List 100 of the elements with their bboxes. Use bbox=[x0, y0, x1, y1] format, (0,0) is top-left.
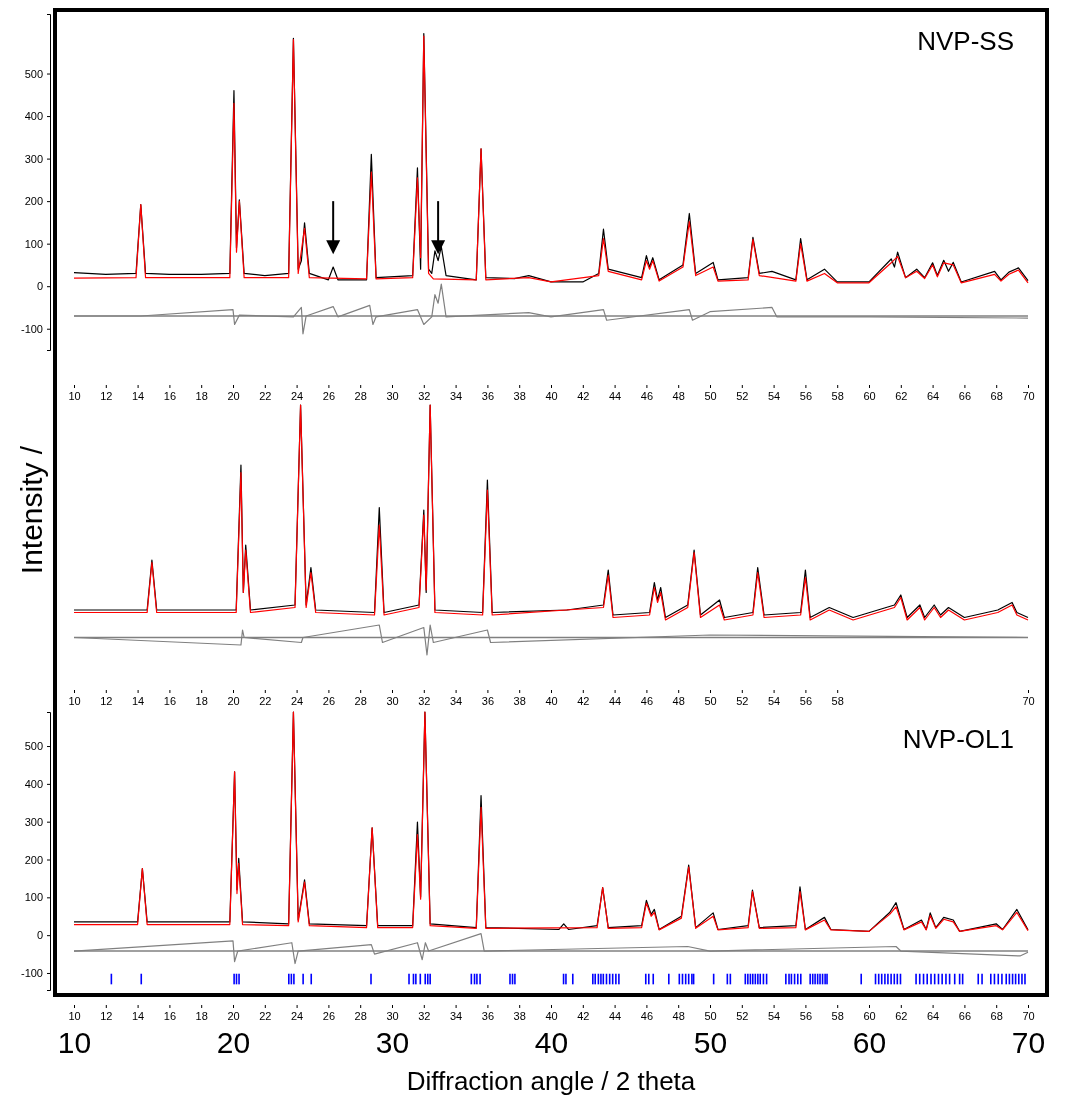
x-tick-label: 60 bbox=[863, 1009, 876, 1022]
x-tick-label: 64 bbox=[926, 1009, 940, 1022]
x-tick-label: 66 bbox=[958, 1009, 972, 1022]
x-tick-label: 48 bbox=[672, 389, 685, 402]
x-tick-label: 28 bbox=[354, 1009, 367, 1022]
x-tick-label: 20 bbox=[227, 389, 240, 402]
x-tick-label: 12 bbox=[100, 694, 113, 707]
text: NVP-SS bbox=[917, 26, 1014, 56]
x-tick-label: 58 bbox=[831, 389, 844, 402]
x-tick-label: 22 bbox=[259, 389, 272, 402]
x-tick-label: 10 bbox=[68, 389, 81, 402]
x-tick-label: 60 bbox=[863, 389, 876, 402]
x-tick-label: 48 bbox=[672, 694, 685, 707]
x-tick-label: 54 bbox=[767, 694, 781, 707]
x-tick-label: 20 bbox=[227, 694, 240, 707]
y-tick-label: -100 bbox=[20, 967, 43, 979]
x-tick-label: 62 bbox=[895, 389, 908, 402]
x-tick-label: 36 bbox=[481, 1009, 495, 1022]
y-tick-label: 0 bbox=[36, 929, 43, 942]
x-tick-label: 30 bbox=[386, 694, 399, 707]
x-tick-label: 48 bbox=[672, 1009, 685, 1022]
x-tick-label: 44 bbox=[608, 694, 622, 707]
x-tick-label: 28 bbox=[354, 694, 367, 707]
x-tick-label: 50 bbox=[704, 1009, 717, 1022]
x-tick-label: 42 bbox=[577, 694, 590, 707]
x-tick-label: 70 bbox=[1022, 694, 1035, 707]
x-tick-label: 40 bbox=[545, 389, 558, 402]
x-tick-label: 18 bbox=[195, 389, 208, 402]
x-tick-label: 52 bbox=[736, 1009, 749, 1022]
y-tick-label: 100 bbox=[24, 891, 43, 904]
y-tick-label: 100 bbox=[24, 237, 43, 250]
x-tick-label: 62 bbox=[895, 1009, 908, 1022]
y-tick-label: 200 bbox=[24, 195, 43, 208]
x-tick-label: 14 bbox=[131, 694, 145, 707]
x-tick-label: 46 bbox=[640, 694, 654, 707]
y-tick-label: 400 bbox=[24, 110, 43, 123]
x-tick-label: 38 bbox=[513, 694, 526, 707]
x-tick-label: 14 bbox=[131, 389, 145, 402]
x-tick-label: 30 bbox=[386, 389, 399, 402]
y-tick-label: 300 bbox=[24, 815, 43, 828]
x-tick-label: 20 bbox=[227, 1009, 240, 1022]
x-tick-label: 36 bbox=[481, 389, 495, 402]
x-tick-label: 26 bbox=[322, 1009, 336, 1022]
x-tick-label: 18 bbox=[195, 1009, 208, 1022]
x-tick-label: 34 bbox=[449, 694, 463, 707]
x-tick-label: 46 bbox=[640, 389, 654, 402]
x-tick-label: 24 bbox=[290, 694, 304, 707]
y-axis-title: Intensity / bbox=[15, 445, 48, 575]
x-tick-label: 10 bbox=[68, 1009, 81, 1022]
x-tick-label: 22 bbox=[259, 694, 272, 707]
x-tick-label: 32 bbox=[418, 389, 431, 402]
x-tick-label: 38 bbox=[513, 1009, 526, 1022]
x-tick-label: 38 bbox=[513, 389, 526, 402]
text: NVP-OL1 bbox=[902, 724, 1014, 754]
x-tick-label: 12 bbox=[100, 389, 113, 402]
x-tick-label: 58 bbox=[831, 1009, 844, 1022]
x-tick-label: 46 bbox=[640, 1009, 654, 1022]
x-tick-label: 14 bbox=[131, 1009, 145, 1022]
x-tick-label: 56 bbox=[799, 694, 813, 707]
x-tick-label: 30 bbox=[386, 1009, 399, 1022]
y-tick-label: -100 bbox=[20, 322, 43, 335]
x-tick-label: 50 bbox=[704, 694, 717, 707]
x-axis-title: Diffraction angle / 2 theta bbox=[406, 1066, 696, 1096]
x-tick-label: 32 bbox=[418, 694, 431, 707]
x-tick-label: 36 bbox=[481, 694, 495, 707]
x-tick-label: 40 bbox=[545, 694, 558, 707]
x-tick-label: 42 bbox=[577, 1009, 590, 1022]
x-tick-label: 26 bbox=[322, 389, 336, 402]
x-tick-label: 24 bbox=[290, 1009, 304, 1022]
x-tick-label: 58 bbox=[831, 694, 844, 707]
y-tick-label: 300 bbox=[24, 152, 43, 165]
y-tick-label: 400 bbox=[24, 777, 43, 790]
x-tick-label: 50 bbox=[704, 389, 717, 402]
x-tick-label: 12 bbox=[100, 1009, 113, 1022]
x-tick-label: 16 bbox=[163, 1009, 177, 1022]
x-tick-label: 42 bbox=[577, 389, 590, 402]
x-tick-label: 52 bbox=[736, 389, 749, 402]
x-tick-label: 44 bbox=[608, 1009, 622, 1022]
x-tick-label: 26 bbox=[322, 694, 336, 707]
y-tick-label: 0 bbox=[36, 280, 43, 293]
x-tick-label: 54 bbox=[767, 389, 781, 402]
x-tick-label: 22 bbox=[259, 1009, 272, 1022]
y-tick-label: 500 bbox=[24, 67, 43, 80]
x-tick-label: 10 bbox=[68, 694, 81, 707]
x-tick-label: 24 bbox=[290, 389, 304, 402]
x-tick-label: 70 bbox=[1022, 389, 1035, 402]
x-tick-label: 52 bbox=[736, 694, 749, 707]
x-tick-label: 40 bbox=[545, 1009, 558, 1022]
x-tick-label: 68 bbox=[990, 389, 1003, 402]
x-tick-label: 28 bbox=[354, 389, 367, 402]
x-tick-label: 68 bbox=[990, 1009, 1003, 1022]
x-tick-label: 32 bbox=[418, 1009, 431, 1022]
x-tick-label: 34 bbox=[449, 389, 463, 402]
x-tick-label: 16 bbox=[163, 694, 177, 707]
y-tick-label: 200 bbox=[24, 853, 43, 866]
x-tick-label: 70 bbox=[1022, 1009, 1035, 1022]
x-tick-label: 34 bbox=[449, 1009, 463, 1022]
x-tick-label: 16 bbox=[163, 389, 177, 402]
x-tick-label: 56 bbox=[799, 389, 813, 402]
x-tick-label: 56 bbox=[799, 1009, 813, 1022]
